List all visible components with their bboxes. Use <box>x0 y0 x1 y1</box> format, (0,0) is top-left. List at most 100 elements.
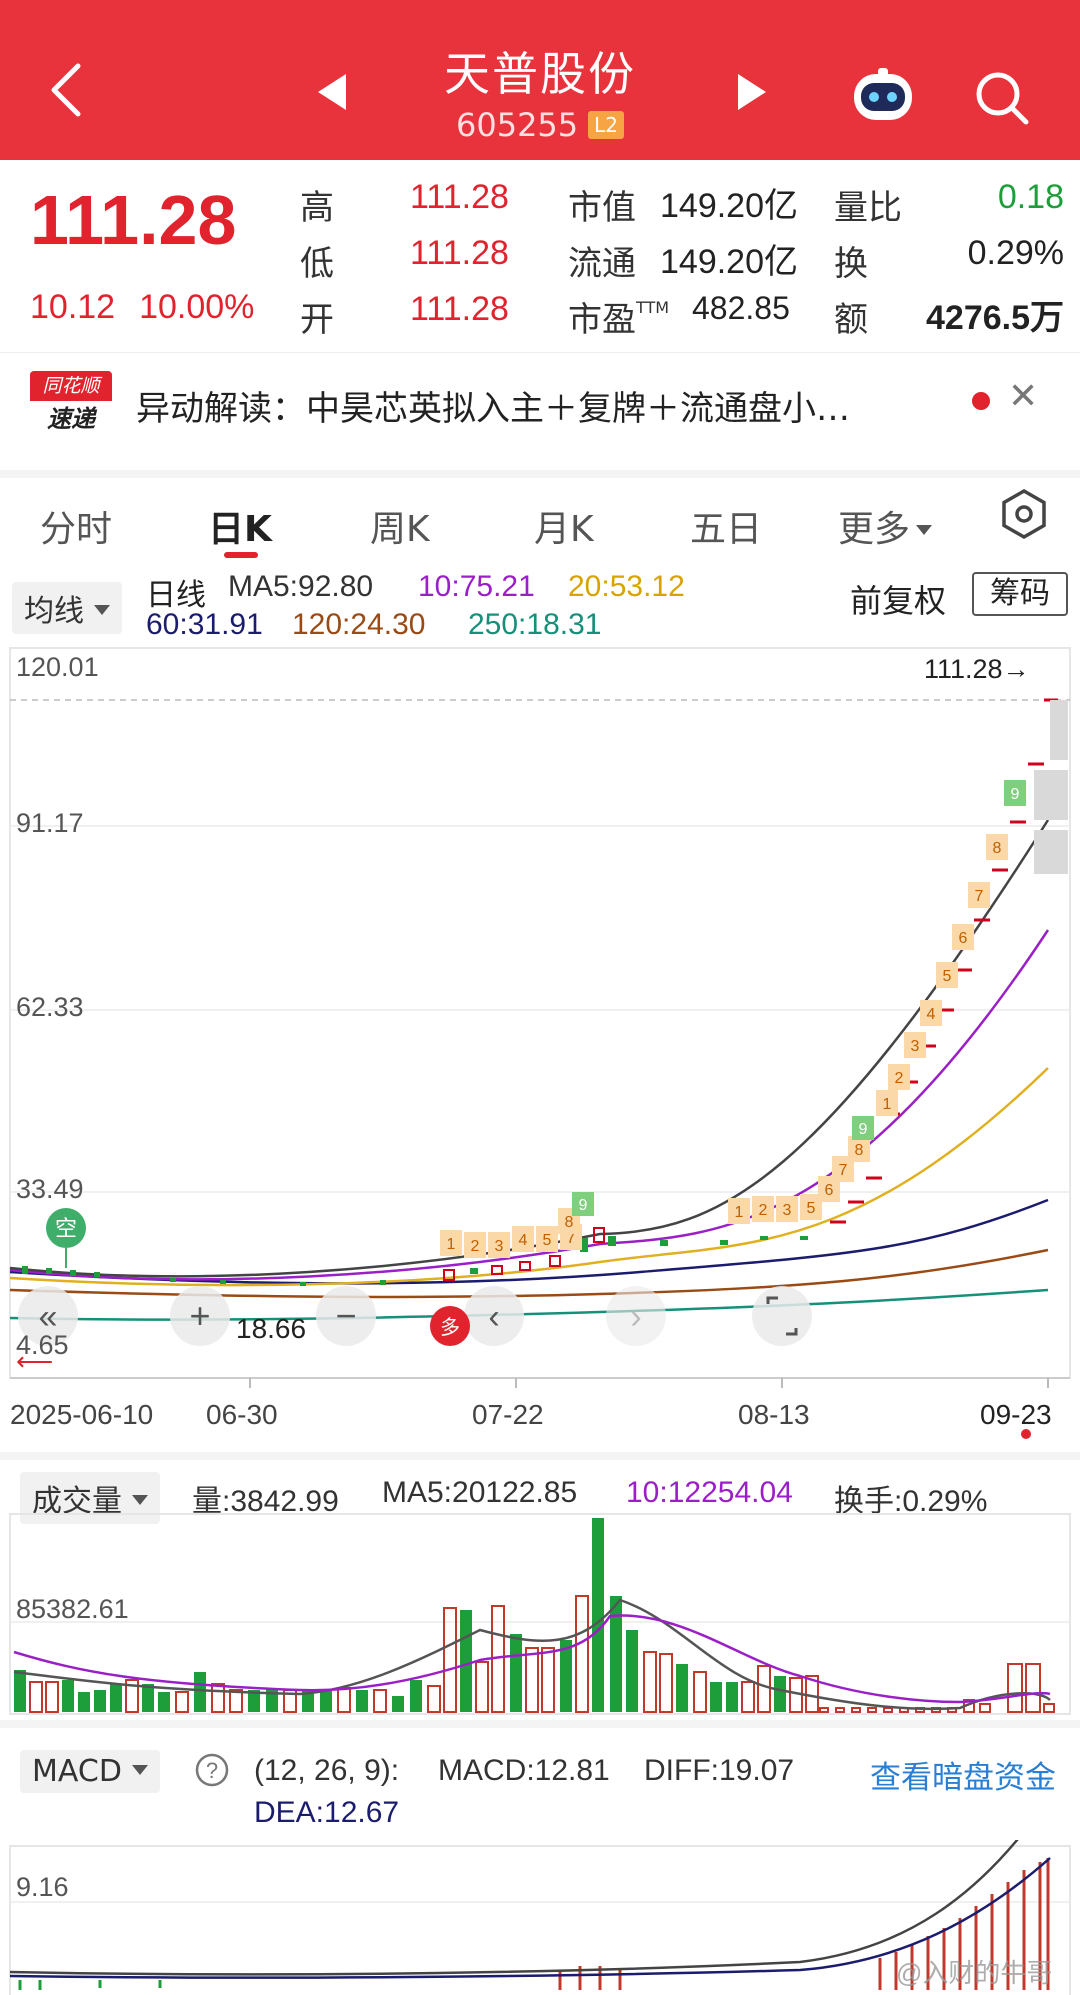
volume-bars <box>14 1518 1055 1713</box>
search-icon[interactable] <box>972 68 1032 128</box>
y-label-3: 62.33 <box>16 992 84 1022</box>
minus-icon: − <box>335 1295 356 1336</box>
news-bar[interactable]: 同花顺 速递 异动解读：中昊芯英拟入主＋复牌＋流通盘小… <box>0 352 1080 452</box>
help-icon[interactable]: ? <box>194 1752 230 1788</box>
chip-bar <box>1050 700 1068 760</box>
svg-text:5: 5 <box>943 968 952 985</box>
step-back-button[interactable] <box>464 1286 524 1346</box>
plus-icon: + <box>189 1295 210 1336</box>
y-label-4: 33.49 <box>16 1174 84 1204</box>
float-label: 流通 <box>568 244 636 284</box>
macd-params: (12, 26, 9): <box>254 1754 400 1787</box>
x-label-3: 08-13 <box>738 1399 810 1430</box>
tab-five-day[interactable]: 五日 <box>690 509 763 550</box>
price-change: 10.12 10.00% <box>30 288 278 327</box>
long-signal-marker <box>430 1306 470 1346</box>
svg-text:3: 3 <box>911 1038 920 1055</box>
fullscreen-icon <box>766 1296 798 1336</box>
settings-hexagon-icon[interactable] <box>998 488 1050 540</box>
fullscreen-button[interactable] <box>752 1286 812 1346</box>
svg-text:3: 3 <box>495 1238 504 1255</box>
tab-intraday[interactable]: 分时 <box>40 509 113 550</box>
short-signal-marker <box>46 1208 86 1248</box>
chevron-down-icon <box>94 605 110 615</box>
volume-ma5: MA5:20122.85 <box>382 1476 578 1509</box>
active-tab-indicator <box>224 552 258 558</box>
return-left-arrow-icon[interactable]: ⟵ <box>16 1346 53 1376</box>
logo-bottom-text: 速递 <box>47 405 95 433</box>
stock-code: 605255 <box>455 106 579 144</box>
volume-turnover: 换手:0.29% <box>834 1485 988 1518</box>
scroll-left-button[interactable] <box>18 1286 78 1346</box>
y-label-2: 91.17 <box>16 808 84 838</box>
back-arrow-icon[interactable] <box>44 60 88 120</box>
ma10-line <box>9 929 1050 1281</box>
robot-assistant-icon[interactable] <box>848 68 918 126</box>
svg-text:6: 6 <box>825 1182 834 1199</box>
pe-ttm-sup: TTM <box>636 298 670 317</box>
forward-adjust-label[interactable]: 前复权 <box>850 582 947 620</box>
tab-weekly-k[interactable]: 周K <box>370 509 430 550</box>
ma120-value: 120:24.30 <box>292 608 426 641</box>
chips-button[interactable]: 筹码 <box>972 572 1068 616</box>
prev-stock-arrow-icon[interactable] <box>318 74 346 110</box>
kline-chart[interactable]: 1 2 3 4 5 7 8 9 1 2 3 5 6 7 8 9 1 2 3 4 … <box>0 640 1080 1460</box>
svg-text:8: 8 <box>565 1214 574 1231</box>
news-headline[interactable]: 异动解读：中昊芯英拟入主＋复牌＋流通盘小… <box>136 389 850 429</box>
volume-chart: 85382.61 <box>9 1513 1071 1715</box>
svg-text:1: 1 <box>735 1204 744 1221</box>
close-icon[interactable]: ✕ <box>1008 376 1039 417</box>
zoom-out-button[interactable] <box>316 1286 376 1346</box>
svg-text:2: 2 <box>759 1202 768 1219</box>
open-value: 111.28 <box>410 290 509 328</box>
mktcap-value: 149.20亿 <box>660 187 798 225</box>
tab-monthly-k[interactable]: 月K <box>534 509 594 550</box>
next-stock-arrow-icon[interactable] <box>738 74 766 110</box>
position-dot-icon <box>1021 1429 1031 1439</box>
tab-daily-k[interactable]: 日K <box>208 509 272 550</box>
svg-text:5: 5 <box>543 1232 552 1249</box>
period-tabs: 分时 日K 周K 月K 五日 更多 <box>0 470 1080 560</box>
volume-frame <box>9 1513 1071 1715</box>
ma-select-label: 均线 <box>24 594 84 629</box>
chip-bar <box>1034 770 1068 820</box>
svg-text:8: 8 <box>855 1142 864 1159</box>
step-forward-button[interactable] <box>606 1286 666 1346</box>
macd-select-label: MACD <box>32 1754 122 1789</box>
svg-text:?: ? <box>206 1758 218 1783</box>
ma-select[interactable]: 均线 <box>12 582 122 634</box>
low-price-mark: 18.66 <box>236 1313 306 1344</box>
svg-text:8: 8 <box>993 840 1002 857</box>
dark-pool-funds-link[interactable]: 查看暗盘资金 <box>870 1760 1056 1795</box>
svg-text:9: 9 <box>1011 786 1020 803</box>
svg-text:4: 4 <box>927 1006 936 1023</box>
svg-text:2: 2 <box>895 1070 904 1087</box>
svg-text:3: 3 <box>783 1202 792 1219</box>
last-price: 111.28 <box>30 181 237 259</box>
period-label: 日线 <box>146 579 206 612</box>
volume-ma10: 10:12254.04 <box>626 1476 793 1509</box>
tab-more[interactable]: 更多 <box>838 500 933 552</box>
svg-text:1: 1 <box>447 1236 456 1253</box>
macd-select[interactable]: MACD <box>20 1750 160 1793</box>
ma20-line <box>9 1067 1049 1287</box>
low-label: 低 <box>300 244 334 284</box>
long-signal-text: 多 <box>440 1316 460 1339</box>
logo-top-text: 同花顺 <box>30 371 112 401</box>
sequence-markers: 1 2 3 4 5 7 8 9 1 2 3 5 6 7 8 9 1 2 3 4 … <box>440 780 1026 1258</box>
dea-line <box>9 1857 1051 1979</box>
amount-label: 额 <box>834 300 868 340</box>
high-value: 111.28 <box>410 178 509 216</box>
tonghuashun-express-logo: 同花顺 速递 <box>30 371 112 437</box>
macd-value: MACD:12.81 <box>438 1754 610 1787</box>
chevron-down-icon <box>916 525 933 535</box>
pe-label: 市盈TTM <box>568 292 669 341</box>
ma5-line <box>9 819 1050 1278</box>
zoom-in-button[interactable] <box>170 1286 230 1346</box>
svg-text:5: 5 <box>807 1200 816 1217</box>
svg-text:9: 9 <box>579 1197 588 1214</box>
level2-badge: L2 <box>588 111 625 139</box>
x-label-4: 09-23 <box>980 1399 1052 1430</box>
volume-ma10-line <box>13 1614 1051 1704</box>
double-chevron-left-icon: « <box>39 1298 58 1336</box>
